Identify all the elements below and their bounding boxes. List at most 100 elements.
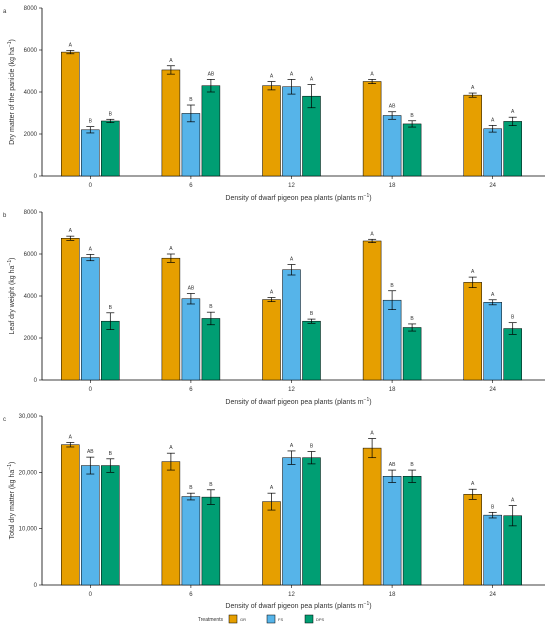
x-axis-label-end: ) bbox=[369, 603, 371, 610]
legend: Treatments GR FS DPS bbox=[198, 614, 325, 624]
x-tick-label: 0 bbox=[89, 387, 93, 393]
significance-letter: A bbox=[270, 485, 274, 491]
bar-dps-12 bbox=[302, 320, 321, 381]
legend-label-gr: GR bbox=[240, 617, 246, 622]
x-axis-label-text: Density of dwarf pigeon pea plants (plan… bbox=[225, 195, 363, 202]
bar-fs-18 bbox=[382, 115, 402, 177]
y-tick-label: 4000 bbox=[24, 294, 38, 300]
significance-letter: B bbox=[189, 485, 193, 491]
significance-letter: AB bbox=[389, 462, 396, 468]
x-axis-label-sup: −1 bbox=[364, 397, 370, 403]
significance-letter: A bbox=[270, 289, 274, 295]
bar-gr-0 bbox=[61, 51, 80, 177]
significance-letter: B bbox=[410, 462, 414, 468]
x-tick-label: 18 bbox=[389, 387, 396, 393]
significance-letter: B bbox=[209, 482, 213, 488]
significance-letter: A bbox=[290, 71, 294, 77]
bar-gr-24 bbox=[463, 494, 482, 586]
legend-swatch-dps bbox=[304, 614, 314, 624]
bar-gr-12 bbox=[262, 299, 281, 381]
bar-dps-6 bbox=[201, 85, 221, 177]
bar-fs-18 bbox=[382, 299, 402, 381]
bar-gr-6 bbox=[161, 461, 181, 586]
y-tick-label: 8000 bbox=[24, 6, 38, 12]
significance-letter: B bbox=[511, 315, 515, 321]
y-axis-label-sup: −1 bbox=[7, 260, 13, 266]
panel-c: c 0 10,000 20,000 30,000 Total dry matter (kg… bbox=[3, 414, 545, 610]
significance-letter: B bbox=[410, 316, 414, 322]
x-tick-label: 0 bbox=[89, 183, 93, 189]
x-axis-label: Density of dwarf pigeon pea plants (plan… bbox=[225, 193, 371, 202]
significance-letter: B bbox=[89, 119, 93, 125]
y-tick-label: 6000 bbox=[24, 252, 38, 258]
y-tick-label: 30,000 bbox=[19, 414, 38, 420]
significance-letter: A bbox=[370, 71, 374, 77]
significance-letter: A bbox=[310, 77, 314, 83]
x-tick-label: 18 bbox=[389, 183, 396, 189]
y-tick-label: 4000 bbox=[24, 90, 38, 96]
x-axis-label: Density of dwarf pigeon pea plants (plan… bbox=[225, 397, 371, 406]
significance-letter: A bbox=[370, 431, 374, 437]
bar-dps-6 bbox=[201, 496, 221, 586]
y-axis-label: Dry matter of the panicle (kg ha−1) bbox=[7, 39, 16, 145]
x-axis-label-end: ) bbox=[369, 399, 371, 406]
significance-letter: AB bbox=[389, 104, 396, 110]
bar-fs-6 bbox=[181, 298, 201, 381]
x-axis-label-text: Density of dwarf pigeon pea plants (plan… bbox=[225, 399, 363, 406]
bar-fs-24 bbox=[483, 302, 502, 381]
significance-letter: B bbox=[109, 111, 113, 117]
bar-dps-18 bbox=[402, 327, 422, 381]
x-tick-label: 24 bbox=[489, 387, 496, 393]
bar-fs-18 bbox=[382, 476, 402, 586]
significance-letter: AB bbox=[87, 449, 94, 455]
panel-label: c bbox=[3, 417, 6, 423]
significance-letter: AB bbox=[208, 71, 215, 77]
bar-gr-24 bbox=[463, 282, 482, 381]
y-tick-label: 20,000 bbox=[19, 470, 38, 476]
y-tick-label: 10,000 bbox=[19, 527, 38, 533]
x-tick-label: 24 bbox=[489, 592, 496, 598]
x-axis-label-sup: −1 bbox=[364, 193, 370, 199]
significance-letter: A bbox=[169, 445, 173, 451]
significance-letter: B bbox=[189, 97, 193, 103]
panel-b: b 0 2000 4000 6000 8000 Leaf dry weight (kg ha… bbox=[3, 210, 545, 406]
bar-gr-18 bbox=[362, 240, 382, 381]
x-tick-label: 12 bbox=[288, 592, 295, 598]
significance-letter: B bbox=[209, 304, 213, 310]
significance-letter: B bbox=[390, 283, 394, 289]
y-axis-label-sup: −1 bbox=[7, 464, 13, 470]
y-axis-label-end: ) bbox=[9, 258, 16, 260]
panel-a: a 0 2000 4000 6000 8000 Dry matter of the pani… bbox=[3, 6, 545, 202]
y-tick-label: 2000 bbox=[24, 336, 38, 342]
bar-dps-0 bbox=[101, 320, 120, 381]
bar-fs-24 bbox=[483, 514, 502, 586]
significance-letter: B bbox=[310, 311, 314, 317]
significance-letter: A bbox=[89, 246, 93, 252]
bar-gr-18 bbox=[362, 81, 382, 177]
y-tick-label: 6000 bbox=[24, 48, 38, 54]
significance-letter: B bbox=[109, 451, 113, 457]
y-axis-label: Total dry matter (kg ha−1) bbox=[7, 462, 16, 540]
bar-dps-0 bbox=[101, 465, 120, 586]
x-tick-label: 18 bbox=[389, 592, 396, 598]
y-axis-label-text: Total dry matter (kg ha bbox=[9, 470, 16, 540]
bar-fs-24 bbox=[483, 128, 502, 177]
panel-label: b bbox=[3, 213, 7, 219]
bar-dps-18 bbox=[402, 476, 422, 586]
significance-letter: A bbox=[370, 231, 374, 237]
y-tick-label: 0 bbox=[34, 174, 38, 180]
significance-letter: B bbox=[410, 113, 414, 119]
significance-letter: A bbox=[471, 481, 475, 487]
significance-letter: B bbox=[310, 443, 314, 449]
significance-letter: A bbox=[169, 58, 173, 64]
significance-letter: A bbox=[69, 42, 73, 48]
bar-gr-24 bbox=[463, 94, 482, 177]
significance-letter: A bbox=[69, 228, 73, 234]
legend-title: Treatments bbox=[198, 617, 224, 623]
bar-dps-0 bbox=[101, 120, 120, 177]
significance-letter: A bbox=[491, 117, 495, 123]
bar-dps-24 bbox=[503, 121, 522, 177]
bar-dps-12 bbox=[302, 95, 321, 177]
bar-fs-0 bbox=[81, 257, 100, 381]
